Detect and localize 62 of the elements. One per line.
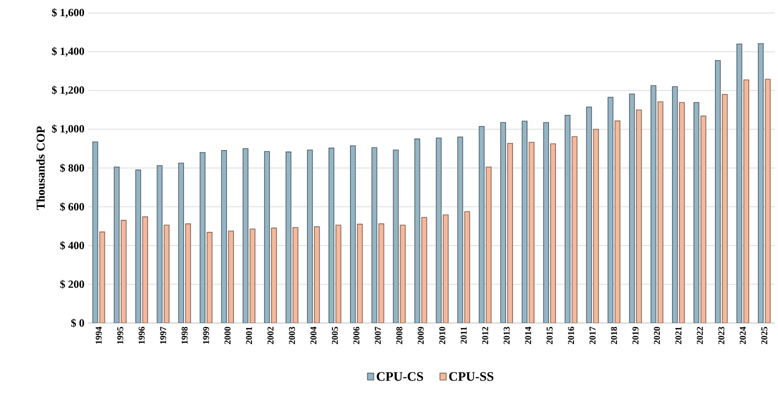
y-tick-label: $ 200 xyxy=(60,280,84,289)
x-tick-label: 2023 xyxy=(718,326,724,344)
x-tick-label: 2004 xyxy=(310,326,316,344)
x-tick-label: 2017 xyxy=(589,326,596,344)
x-tick-label: 2008 xyxy=(396,326,402,344)
bar xyxy=(722,94,728,323)
y-tick-label: $ 600 xyxy=(60,202,84,212)
x-tick-label: 2005 xyxy=(332,326,338,344)
x-tick-label: 1999 xyxy=(203,326,210,344)
x-tick-label: 1998 xyxy=(182,326,188,344)
x-tick-label: 2016 xyxy=(568,326,574,344)
bar xyxy=(114,166,120,323)
x-tick-label: 2012 xyxy=(482,326,488,344)
y-tick-label: $ 0 xyxy=(71,318,84,328)
legend-label: CPU-SS xyxy=(449,372,494,381)
x-tick-label: 2000 xyxy=(224,326,231,344)
bar xyxy=(120,220,127,323)
bar xyxy=(736,44,742,323)
bar xyxy=(392,150,399,323)
x-tick-label: 2009 xyxy=(418,326,424,344)
x-tick-label: 2013 xyxy=(504,326,510,344)
x-tick-label: 2025 xyxy=(761,326,768,344)
bar xyxy=(436,138,442,323)
bar xyxy=(400,224,406,323)
x-tick-label: 2007 xyxy=(374,326,381,344)
x-tick-label: 2001 xyxy=(246,326,252,344)
x-tick-label: 2021 xyxy=(675,326,682,344)
y-tick-label: $ 800 xyxy=(60,164,84,172)
y-tick-label: $ 400 xyxy=(60,241,84,250)
x-tick-label: 2020 xyxy=(654,326,660,344)
bar xyxy=(743,79,750,323)
bar xyxy=(486,166,492,323)
x-tick-label: 2006 xyxy=(353,326,360,344)
x-tick-label: 2011 xyxy=(460,326,467,344)
y-axis-title: Thousands COP xyxy=(36,126,45,210)
bar xyxy=(457,136,464,323)
bar xyxy=(135,170,142,323)
y-tick-label: $ 1,200 xyxy=(52,86,84,96)
x-tick-label: 2018 xyxy=(610,326,618,344)
x-tick-label: 1996 xyxy=(138,326,145,344)
bar xyxy=(764,78,771,323)
x-tick-label: 2010 xyxy=(439,326,446,344)
x-tick-label: 2019 xyxy=(632,326,638,344)
legend-label: CPU-CS xyxy=(376,372,424,381)
x-tick-label: 1997 xyxy=(160,326,166,344)
bar xyxy=(378,223,384,323)
bar xyxy=(414,138,420,323)
x-tick-label: 2014 xyxy=(525,326,532,344)
bar xyxy=(758,43,764,323)
x-tick-label: 2003 xyxy=(288,326,295,344)
bar xyxy=(478,126,485,323)
bar xyxy=(464,211,470,323)
bar xyxy=(92,141,98,323)
x-tick-label: 2022 xyxy=(696,326,703,344)
y-tick-label: $ 1,000 xyxy=(52,124,84,134)
x-tick-label: 2015 xyxy=(546,326,553,344)
y-tick-label: $ 1,600 xyxy=(52,8,84,18)
x-tick-label: 1995 xyxy=(117,326,124,344)
x-tick-label: 2002 xyxy=(267,326,274,344)
x-tick-label: 1994 xyxy=(96,326,102,344)
x-tick-label: 2024 xyxy=(740,326,746,344)
y-tick-label: $ 1,400 xyxy=(52,46,84,57)
